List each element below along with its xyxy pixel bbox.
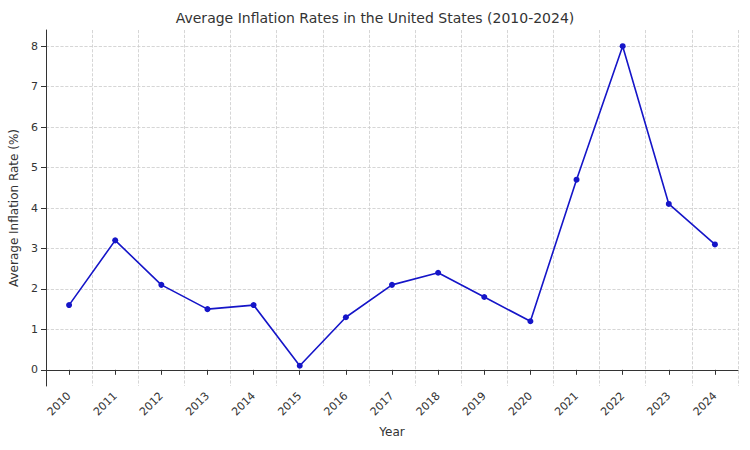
svg-text:2014: 2014: [229, 389, 258, 418]
svg-text:2: 2: [31, 282, 38, 295]
svg-text:4: 4: [31, 202, 38, 215]
svg-text:0: 0: [31, 363, 38, 376]
svg-text:2022: 2022: [598, 389, 627, 418]
svg-text:2019: 2019: [460, 389, 489, 418]
svg-text:Average Inflation Rates in the: Average Inflation Rates in the United St…: [176, 10, 575, 26]
svg-text:2023: 2023: [644, 389, 673, 418]
svg-text:3: 3: [31, 242, 38, 255]
svg-text:2016: 2016: [321, 389, 350, 418]
svg-text:2024: 2024: [691, 389, 720, 418]
svg-text:Year: Year: [378, 425, 404, 439]
svg-text:2017: 2017: [368, 389, 397, 418]
svg-text:1: 1: [31, 323, 38, 336]
svg-text:2012: 2012: [137, 389, 166, 418]
svg-text:2015: 2015: [275, 389, 304, 418]
svg-text:7: 7: [31, 80, 38, 93]
svg-text:5: 5: [31, 161, 38, 174]
svg-text:2018: 2018: [414, 389, 443, 418]
svg-text:2013: 2013: [183, 389, 212, 418]
svg-text:2021: 2021: [552, 389, 581, 418]
svg-text:6: 6: [31, 121, 38, 134]
svg-text:8: 8: [31, 40, 38, 53]
svg-text:2020: 2020: [506, 389, 535, 418]
svg-text:Average Inflation Rate (%): Average Inflation Rate (%): [7, 129, 21, 287]
svg-text:2011: 2011: [91, 389, 120, 418]
svg-text:2010: 2010: [45, 389, 74, 418]
